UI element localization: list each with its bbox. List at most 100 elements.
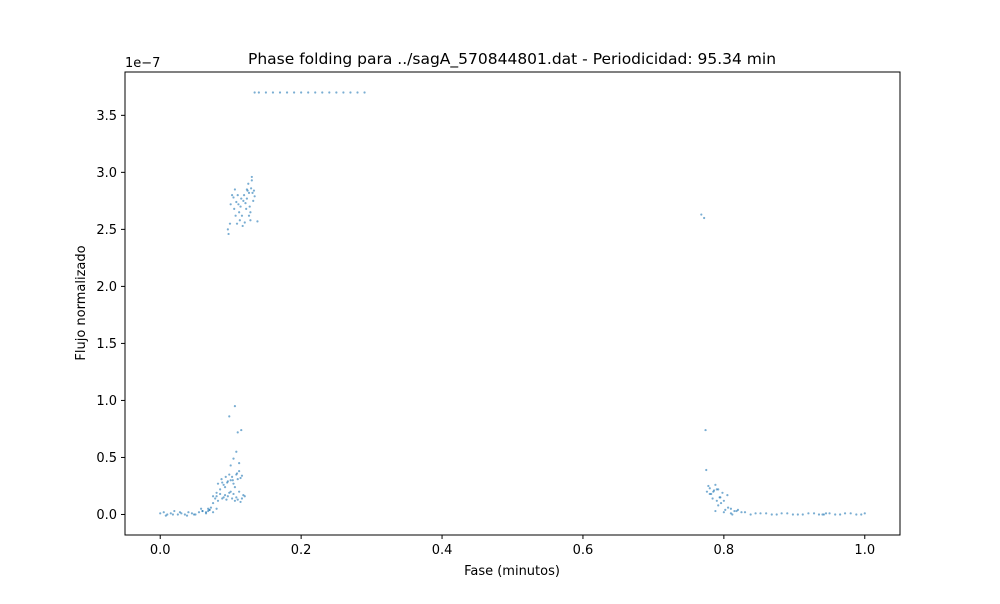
data-point (863, 512, 866, 515)
data-point (834, 513, 837, 516)
data-point (230, 194, 234, 197)
data-point (335, 91, 338, 94)
data-point (801, 513, 804, 516)
data-point (828, 512, 831, 515)
data-point (278, 91, 282, 94)
y-tick-label: 1.0 (96, 394, 117, 409)
y-tick-label: 2.5 (96, 223, 117, 238)
data-point (240, 197, 243, 200)
data-point (235, 450, 238, 453)
data-point (250, 175, 253, 179)
data-point (714, 483, 717, 486)
data-point (204, 511, 208, 514)
data-point (754, 512, 757, 515)
data-point (235, 472, 239, 475)
data-point (199, 507, 203, 510)
data-point (714, 509, 717, 513)
x-tick-label: 0.2 (291, 543, 312, 558)
data-point (743, 511, 747, 514)
data-point (363, 91, 366, 94)
data-point (791, 513, 795, 516)
data-point (176, 513, 179, 516)
data-point (232, 492, 235, 496)
data-point (342, 91, 345, 94)
data-point (860, 513, 863, 516)
data-point (708, 487, 711, 490)
data-point (216, 482, 220, 485)
data-point (235, 200, 238, 204)
data-point (238, 219, 241, 222)
x-tick-label: 0.8 (714, 543, 735, 558)
y-axis-ticks: 0.0 0.5 1.0 1.5 2.0 2.5 3.0 3.5 (96, 109, 125, 523)
data-point (796, 513, 799, 516)
x-axis-ticks: 0.0 0.2 0.4 0.6 0.8 1.0 (150, 535, 875, 558)
data-point (765, 512, 768, 515)
data-points (159, 91, 866, 517)
data-point (253, 91, 256, 94)
data-point (226, 228, 229, 231)
data-point (230, 497, 234, 500)
data-point (711, 497, 714, 500)
data-point (250, 187, 253, 190)
data-point (719, 496, 722, 499)
data-point (229, 479, 232, 482)
data-point (173, 509, 176, 513)
x-tick-label: 0.4 (432, 543, 453, 558)
y-tick-label: 0.0 (96, 508, 117, 523)
data-point (224, 475, 227, 478)
data-point (231, 479, 234, 482)
data-point (251, 191, 254, 194)
data-point (256, 220, 259, 223)
data-point (249, 211, 252, 214)
data-point (226, 495, 229, 498)
y-tick-label: 0.5 (96, 451, 117, 466)
data-point (211, 501, 215, 505)
data-point (759, 512, 762, 515)
data-point (171, 513, 175, 516)
data-point (252, 199, 255, 202)
data-point (220, 478, 223, 481)
data-point (240, 428, 243, 432)
data-point (178, 511, 182, 514)
data-point (215, 495, 218, 498)
data-point (230, 475, 234, 478)
data-point (328, 91, 331, 94)
plot-area-frame (124, 71, 901, 536)
data-point (233, 405, 237, 408)
data-point (190, 512, 194, 515)
x-tick-label: 0.0 (150, 543, 171, 558)
data-point (843, 512, 847, 515)
data-point (807, 512, 810, 515)
data-point (232, 196, 235, 199)
x-tick-label: 1.0 (854, 543, 875, 558)
y-tick-label: 2.0 (96, 280, 117, 295)
data-point (228, 473, 231, 476)
data-point (740, 511, 743, 514)
data-point (211, 495, 215, 498)
data-point (243, 495, 246, 498)
data-point (243, 221, 246, 224)
data-point (229, 464, 232, 467)
data-point (775, 513, 778, 516)
data-point (214, 497, 217, 500)
data-point (817, 513, 821, 516)
data-point (724, 508, 727, 512)
data-point (233, 499, 237, 502)
data-point (185, 514, 189, 517)
data-point (228, 415, 231, 418)
data-point (356, 91, 359, 94)
data-point (726, 493, 729, 497)
data-point (233, 486, 237, 489)
data-point (839, 513, 842, 516)
data-point (300, 91, 303, 94)
data-point (314, 91, 317, 94)
data-point (226, 480, 229, 483)
data-point (238, 490, 241, 493)
data-point (201, 509, 204, 513)
data-point (229, 490, 232, 493)
data-point (209, 506, 213, 509)
x-axis-label: Fase (minutos) (464, 564, 560, 579)
y-axis-label: Flujo normalizado (74, 245, 89, 360)
data-point (731, 513, 734, 516)
data-point (707, 484, 710, 488)
